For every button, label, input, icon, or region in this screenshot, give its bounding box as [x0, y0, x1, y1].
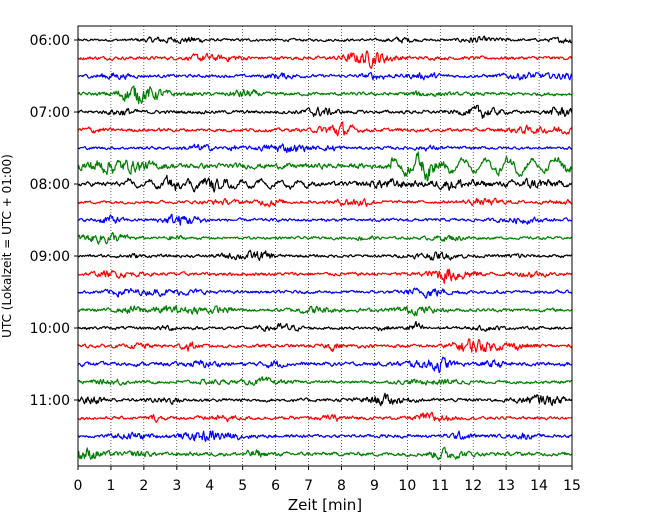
y-axis-ticks: 06:00 07:00 08:00 09:00 10:00 11:00	[30, 33, 78, 409]
plot-frame	[77, 25, 573, 467]
seismogram-trace-row-2	[77, 71, 573, 81]
seismogram-trace-row-13	[77, 268, 573, 284]
x-tick-label: 2	[139, 478, 148, 494]
x-tick-label: 15	[563, 478, 581, 494]
seismogram-trace-row-20	[77, 392, 573, 407]
x-axis-ticks: 0 1 2 3 4 5 6 7 8 9 10 11 12 13 14 15	[74, 466, 581, 494]
seismogram-trace-row-18	[77, 356, 573, 374]
seismogram-trace-row-3	[77, 85, 573, 105]
seismogram-trace-row-11	[77, 232, 573, 245]
y-tick-label: 07:00	[30, 105, 70, 121]
x-tick-label: 10	[398, 478, 416, 494]
x-tick-label: 7	[304, 478, 313, 494]
y-tick-label: 11:00	[30, 393, 70, 409]
y-tick-label: 06:00	[30, 33, 70, 49]
x-tick-label: 1	[106, 478, 115, 494]
seismogram-trace-row-7	[77, 151, 573, 182]
seismogram-trace-row-17	[77, 338, 573, 353]
y-tick-label: 08:00	[30, 177, 70, 193]
x-tick-label: 8	[337, 478, 346, 494]
trace-layer	[77, 35, 573, 460]
y-tick-label: 09:00	[30, 249, 70, 265]
seismogram-trace-row-15	[77, 305, 573, 317]
seismogram-trace-row-22	[77, 430, 573, 442]
y-tick-label: 10:00	[30, 321, 70, 337]
x-tick-label: 14	[530, 478, 548, 494]
seismogram-trace-row-14	[77, 287, 573, 299]
seismogram-trace-row-0	[77, 35, 573, 45]
plot-area	[78, 26, 572, 466]
x-tick-label: 9	[370, 478, 379, 494]
seismogram-trace-row-19	[77, 376, 572, 386]
x-tick-label: 0	[74, 478, 83, 494]
seismogram-trace-row-12	[77, 249, 573, 261]
x-tick-label: 3	[172, 478, 181, 494]
seismogram-trace-row-21	[77, 411, 573, 423]
x-axis-label: Zeit [min]	[288, 496, 362, 514]
x-tick-label: 13	[497, 478, 515, 494]
seismogram-trace-row-10	[77, 213, 573, 226]
seismogram-trace-row-4	[77, 104, 573, 119]
seismogram-trace-row-8	[77, 174, 573, 193]
seismogram-trace-row-5	[77, 121, 573, 137]
x-tick-label: 12	[464, 478, 482, 494]
seismogram-trace-row-16	[77, 320, 573, 332]
x-tick-label: 5	[238, 478, 247, 494]
seismogram-trace-row-1	[77, 50, 573, 69]
grid-lines	[110, 26, 540, 466]
seismogram-trace-row-9	[77, 197, 573, 208]
x-tick-label: 6	[271, 478, 280, 494]
x-tick-label: 11	[431, 478, 449, 494]
seismogram-trace-row-6	[77, 143, 573, 154]
x-tick-label: 4	[205, 478, 214, 494]
seismogram-trace-row-23	[77, 446, 572, 460]
y-axis-label: UTC (Lokalzeit = UTC + 01:00)	[0, 154, 14, 338]
